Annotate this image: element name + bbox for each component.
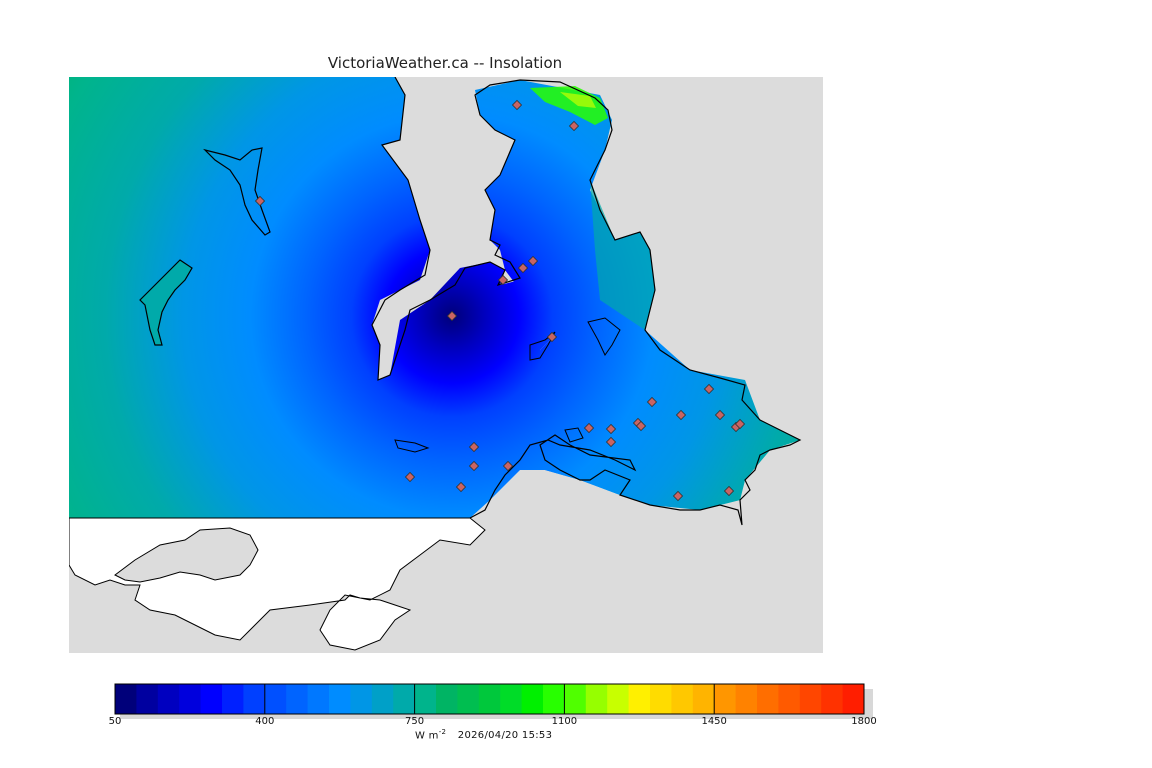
- colorbar-caption: W m-2 2026/04/20 15:53: [415, 728, 552, 741]
- colorbar-tick-label: 1450: [701, 716, 727, 727]
- station-marker[interactable]: [446, 310, 458, 322]
- station-marker[interactable]: [404, 471, 416, 483]
- station-marker[interactable]: [568, 120, 580, 132]
- station-marker[interactable]: [517, 262, 529, 274]
- timestamp: 2026/04/20 15:53: [457, 730, 553, 742]
- station-marker[interactable]: [672, 490, 684, 502]
- station-marker[interactable]: [254, 195, 266, 207]
- station-marker[interactable]: [546, 331, 558, 343]
- station-marker[interactable]: [468, 460, 480, 472]
- station-marker[interactable]: [675, 409, 687, 421]
- station-marker[interactable]: [583, 422, 595, 434]
- station-marker[interactable]: [511, 99, 523, 111]
- station-marker[interactable]: [527, 255, 539, 267]
- colorbar-tick-label: 1100: [551, 716, 578, 727]
- coastline: [371, 77, 802, 526]
- station-marker[interactable]: [734, 418, 746, 430]
- colorbar-tick-label: 1800: [851, 716, 877, 727]
- station-marker[interactable]: [468, 441, 480, 453]
- station-marker[interactable]: [455, 481, 467, 493]
- colorbar-tick-label: 50: [108, 716, 122, 727]
- station-marker[interactable]: [635, 420, 647, 432]
- station-marker[interactable]: [723, 485, 735, 497]
- station-markers: [254, 99, 746, 502]
- colorbar-tick-label: 750: [405, 716, 425, 727]
- station-marker[interactable]: [646, 396, 658, 408]
- station-marker[interactable]: [714, 409, 726, 421]
- island-northwest: [203, 147, 271, 236]
- units-label: W m: [415, 730, 439, 742]
- colorbar-tick-label: 400: [255, 716, 275, 727]
- station-marker[interactable]: [605, 436, 617, 448]
- station-marker[interactable]: [502, 460, 514, 472]
- station-marker[interactable]: [497, 274, 509, 286]
- island-west: [139, 259, 193, 346]
- station-marker[interactable]: [703, 383, 715, 395]
- high-insolation-patch: [530, 86, 608, 125]
- station-marker[interactable]: [605, 423, 617, 435]
- map-title: VictoriaWeather.ca -- Insolation: [327, 54, 563, 72]
- units-exponent: -2: [438, 728, 447, 736]
